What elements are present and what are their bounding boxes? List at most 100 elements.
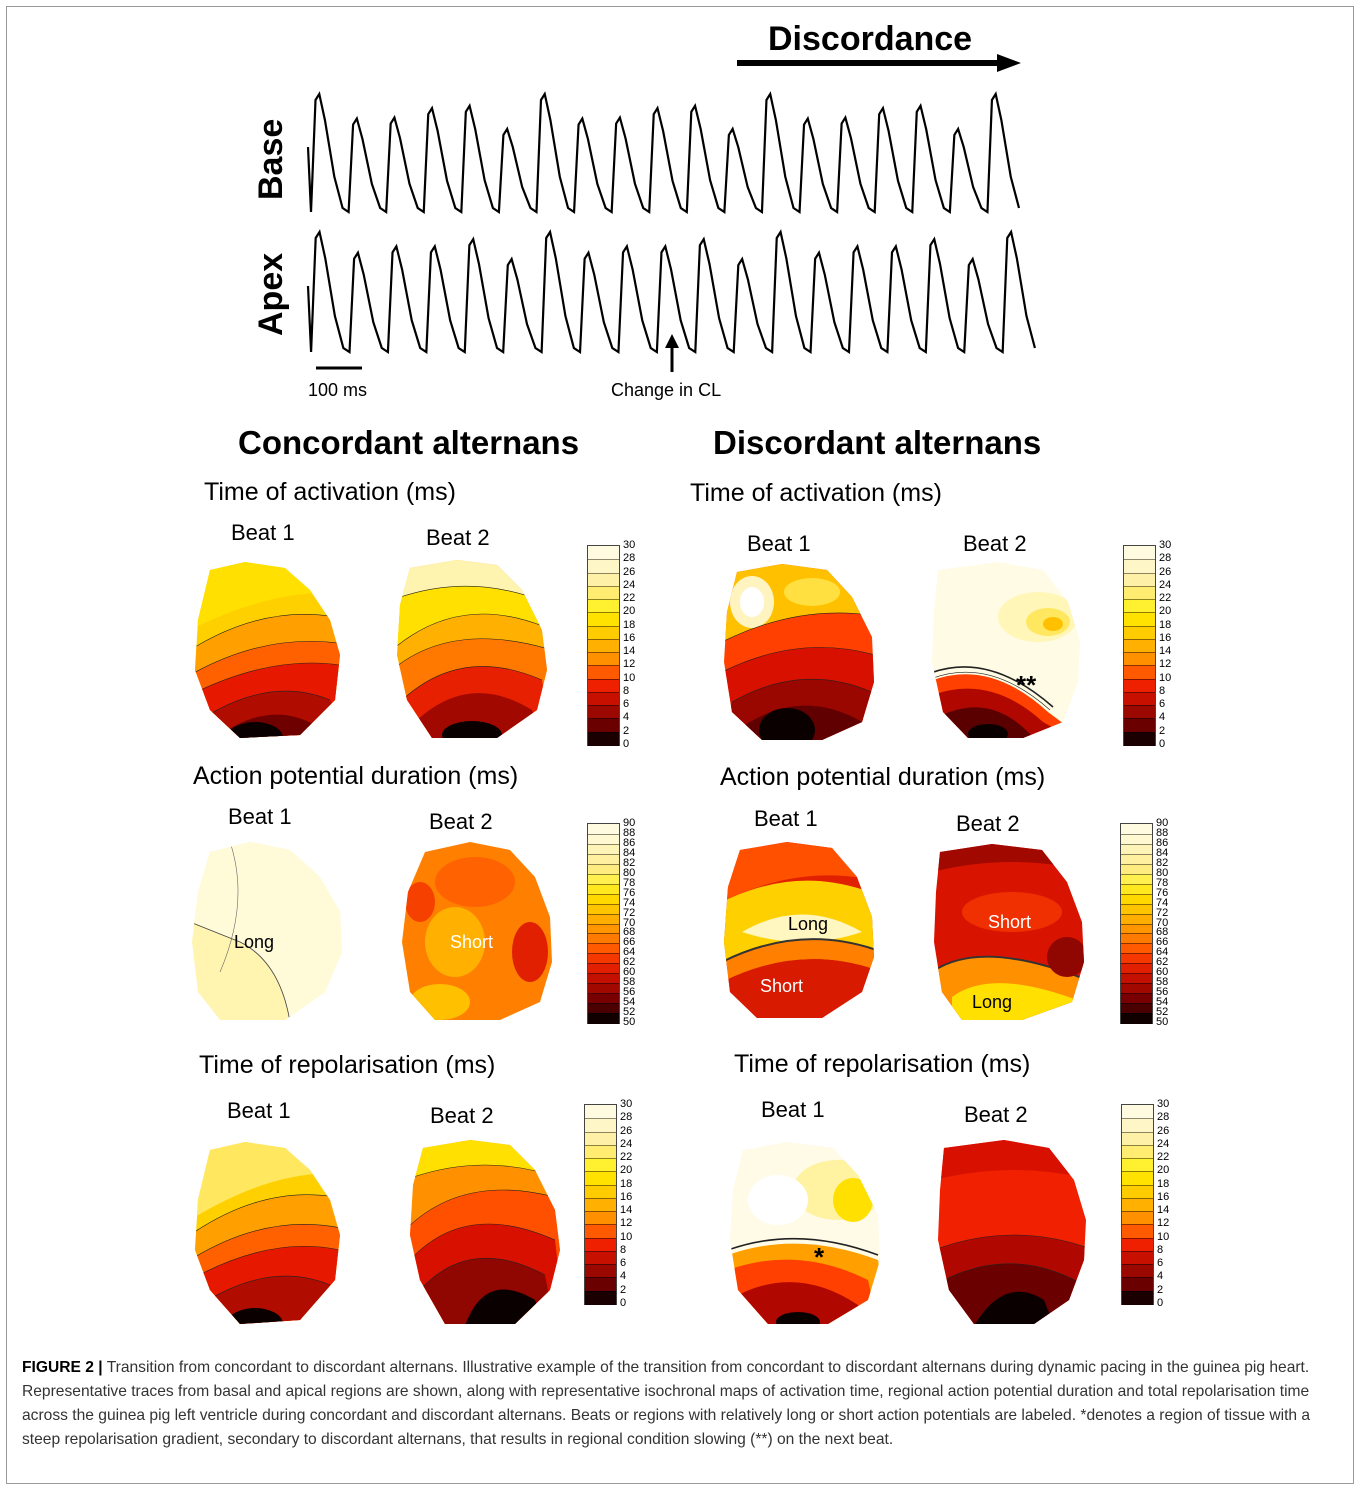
- colorbar-band: [585, 1171, 616, 1187]
- colorbar-band: [588, 718, 619, 734]
- colorbar-band: [585, 1290, 616, 1306]
- colorbar-tick-label: 18: [1157, 1177, 1170, 1190]
- colorbar-tick-label: 30: [620, 1098, 633, 1110]
- slowing-marker: **: [1016, 670, 1037, 700]
- colorbar-band: [588, 893, 619, 906]
- colorbar-band: [1121, 943, 1152, 955]
- colorbar-tick-label: 24: [620, 1137, 633, 1150]
- conc-repol-beat2-map: [410, 1140, 560, 1324]
- disc-repol-title: Time of repolarisation (ms): [734, 1050, 1031, 1078]
- colorbar-tick-label: 72: [623, 906, 636, 919]
- colorbar-band: [1124, 585, 1155, 601]
- colorbar-band: [1124, 559, 1155, 575]
- apex-trace-label: Apex: [252, 252, 290, 336]
- colorbar-tick-label: 8: [623, 684, 630, 697]
- disc-repol-beat1-map: *: [730, 1142, 880, 1324]
- colorbar-band: [588, 883, 619, 896]
- discordance-label: Discordance: [768, 20, 973, 58]
- colorbar-band: [585, 1118, 616, 1134]
- colorbar-band: [588, 599, 619, 614]
- colorbar-tick-label: 14: [1157, 1204, 1170, 1217]
- colorbar-tick-label: 58: [1156, 976, 1169, 989]
- scale-bar-label: 100 ms: [308, 380, 368, 400]
- colorbar-band: [585, 1250, 616, 1266]
- colorbar-tick-label: 16: [620, 1190, 633, 1203]
- figure-label: FIGURE 2 |: [22, 1359, 103, 1376]
- colorbar-tick-label: 74: [1156, 896, 1169, 909]
- colorbar-band: [1121, 873, 1152, 886]
- colorbar-band: [585, 1105, 616, 1119]
- disc-activation-title: Time of activation (ms): [690, 479, 942, 507]
- colorbar-tick-label: 4: [623, 711, 630, 724]
- colorbar-band: [1121, 843, 1152, 856]
- colorbar-tick-label: 50: [623, 1016, 636, 1028]
- colorbar-band: [588, 691, 619, 707]
- change-arrow: [665, 334, 679, 372]
- colorbar-tick-label: 26: [1159, 565, 1172, 578]
- colorbar-band: [1121, 893, 1152, 906]
- colorbar-band: [588, 1013, 619, 1025]
- base-trace-label: Base: [252, 118, 290, 200]
- colorbar-tick-label: 52: [1156, 1006, 1169, 1019]
- colorbar-tick-label: 16: [1157, 1190, 1170, 1203]
- colorbar-band: [1121, 933, 1152, 945]
- colorbar-band: [1122, 1224, 1153, 1240]
- disc-apd-title: Action potential duration (ms): [720, 763, 1046, 791]
- colorbar-tick-label: 68: [1156, 926, 1169, 939]
- colorbar-tick-label: 20: [623, 605, 636, 618]
- colorbar-band: [1121, 863, 1152, 876]
- concordant-title: Concordant alternans: [238, 424, 580, 461]
- colorbar-tick-label: 90: [623, 817, 636, 829]
- beat2-label: Beat 2: [429, 809, 493, 834]
- colorbar-band: [588, 913, 619, 925]
- colorbar-tick-label: 8: [1159, 684, 1166, 697]
- colorbar-apd-conc: [587, 823, 620, 1025]
- colorbar-band: [588, 833, 619, 846]
- beat1-label: Beat 1: [747, 531, 811, 556]
- colorbar-band: [588, 863, 619, 876]
- colorbar-tick-label: 14: [1159, 645, 1172, 658]
- colorbar-tick-label: 22: [623, 592, 636, 605]
- colorbar-tick-label: 88: [623, 826, 636, 839]
- colorbar-tick-label: 24: [623, 578, 636, 591]
- beat1-label: Beat 1: [761, 1097, 825, 1122]
- colorbar-band: [588, 638, 619, 654]
- colorbar-tick-label: 6: [1159, 698, 1166, 711]
- colorbar-band: [1124, 652, 1155, 667]
- colorbar-tick-label: 64: [1156, 946, 1169, 959]
- colorbar-band: [1122, 1144, 1153, 1160]
- colorbar-band: [1121, 983, 1152, 995]
- scale-bar: [316, 366, 362, 370]
- colorbar-tick-label: 10: [1159, 671, 1172, 684]
- colorbar-tick-label: 0: [623, 738, 630, 750]
- colorbar-band: [1121, 913, 1152, 925]
- colorbar-tick-label: 18: [1159, 618, 1172, 631]
- colorbar-tick-label: 20: [1157, 1164, 1170, 1177]
- colorbar-tick-label: 16: [623, 631, 636, 644]
- colorbar-tick-label: 2: [1157, 1283, 1164, 1296]
- colorbar-band: [588, 665, 619, 681]
- colorbar-band: [1122, 1277, 1153, 1293]
- disc-repol-beat2-map: [938, 1140, 1086, 1324]
- colorbar-band: [1122, 1171, 1153, 1187]
- colorbar-band: [585, 1158, 616, 1173]
- figure-frame: [6, 6, 1354, 1484]
- figure-caption: FIGURE 2 | Transition from concordant to…: [22, 1356, 1340, 1452]
- colorbar-band: [585, 1131, 616, 1147]
- colorbar-band: [1121, 883, 1152, 896]
- colorbar-tick-label: 56: [1156, 986, 1169, 999]
- colorbar-band: [1121, 973, 1152, 985]
- colorbar-band: [1121, 824, 1152, 835]
- colorbar-band: [1121, 1013, 1152, 1025]
- colorbar-tick-label: 12: [623, 658, 636, 671]
- colorbar-band: [1124, 572, 1155, 588]
- colorbar-activation-conc: [587, 545, 620, 747]
- colorbar-band: [588, 652, 619, 667]
- colorbar-apd-disc: [1120, 823, 1153, 1025]
- colorbar-tick-label: 90: [1156, 817, 1169, 829]
- beat2-label: Beat 2: [963, 531, 1027, 556]
- base-trace: [306, 91, 1021, 215]
- colorbar-band: [1122, 1264, 1153, 1279]
- long-label: Long: [788, 914, 828, 934]
- colorbar-band: [1121, 853, 1152, 866]
